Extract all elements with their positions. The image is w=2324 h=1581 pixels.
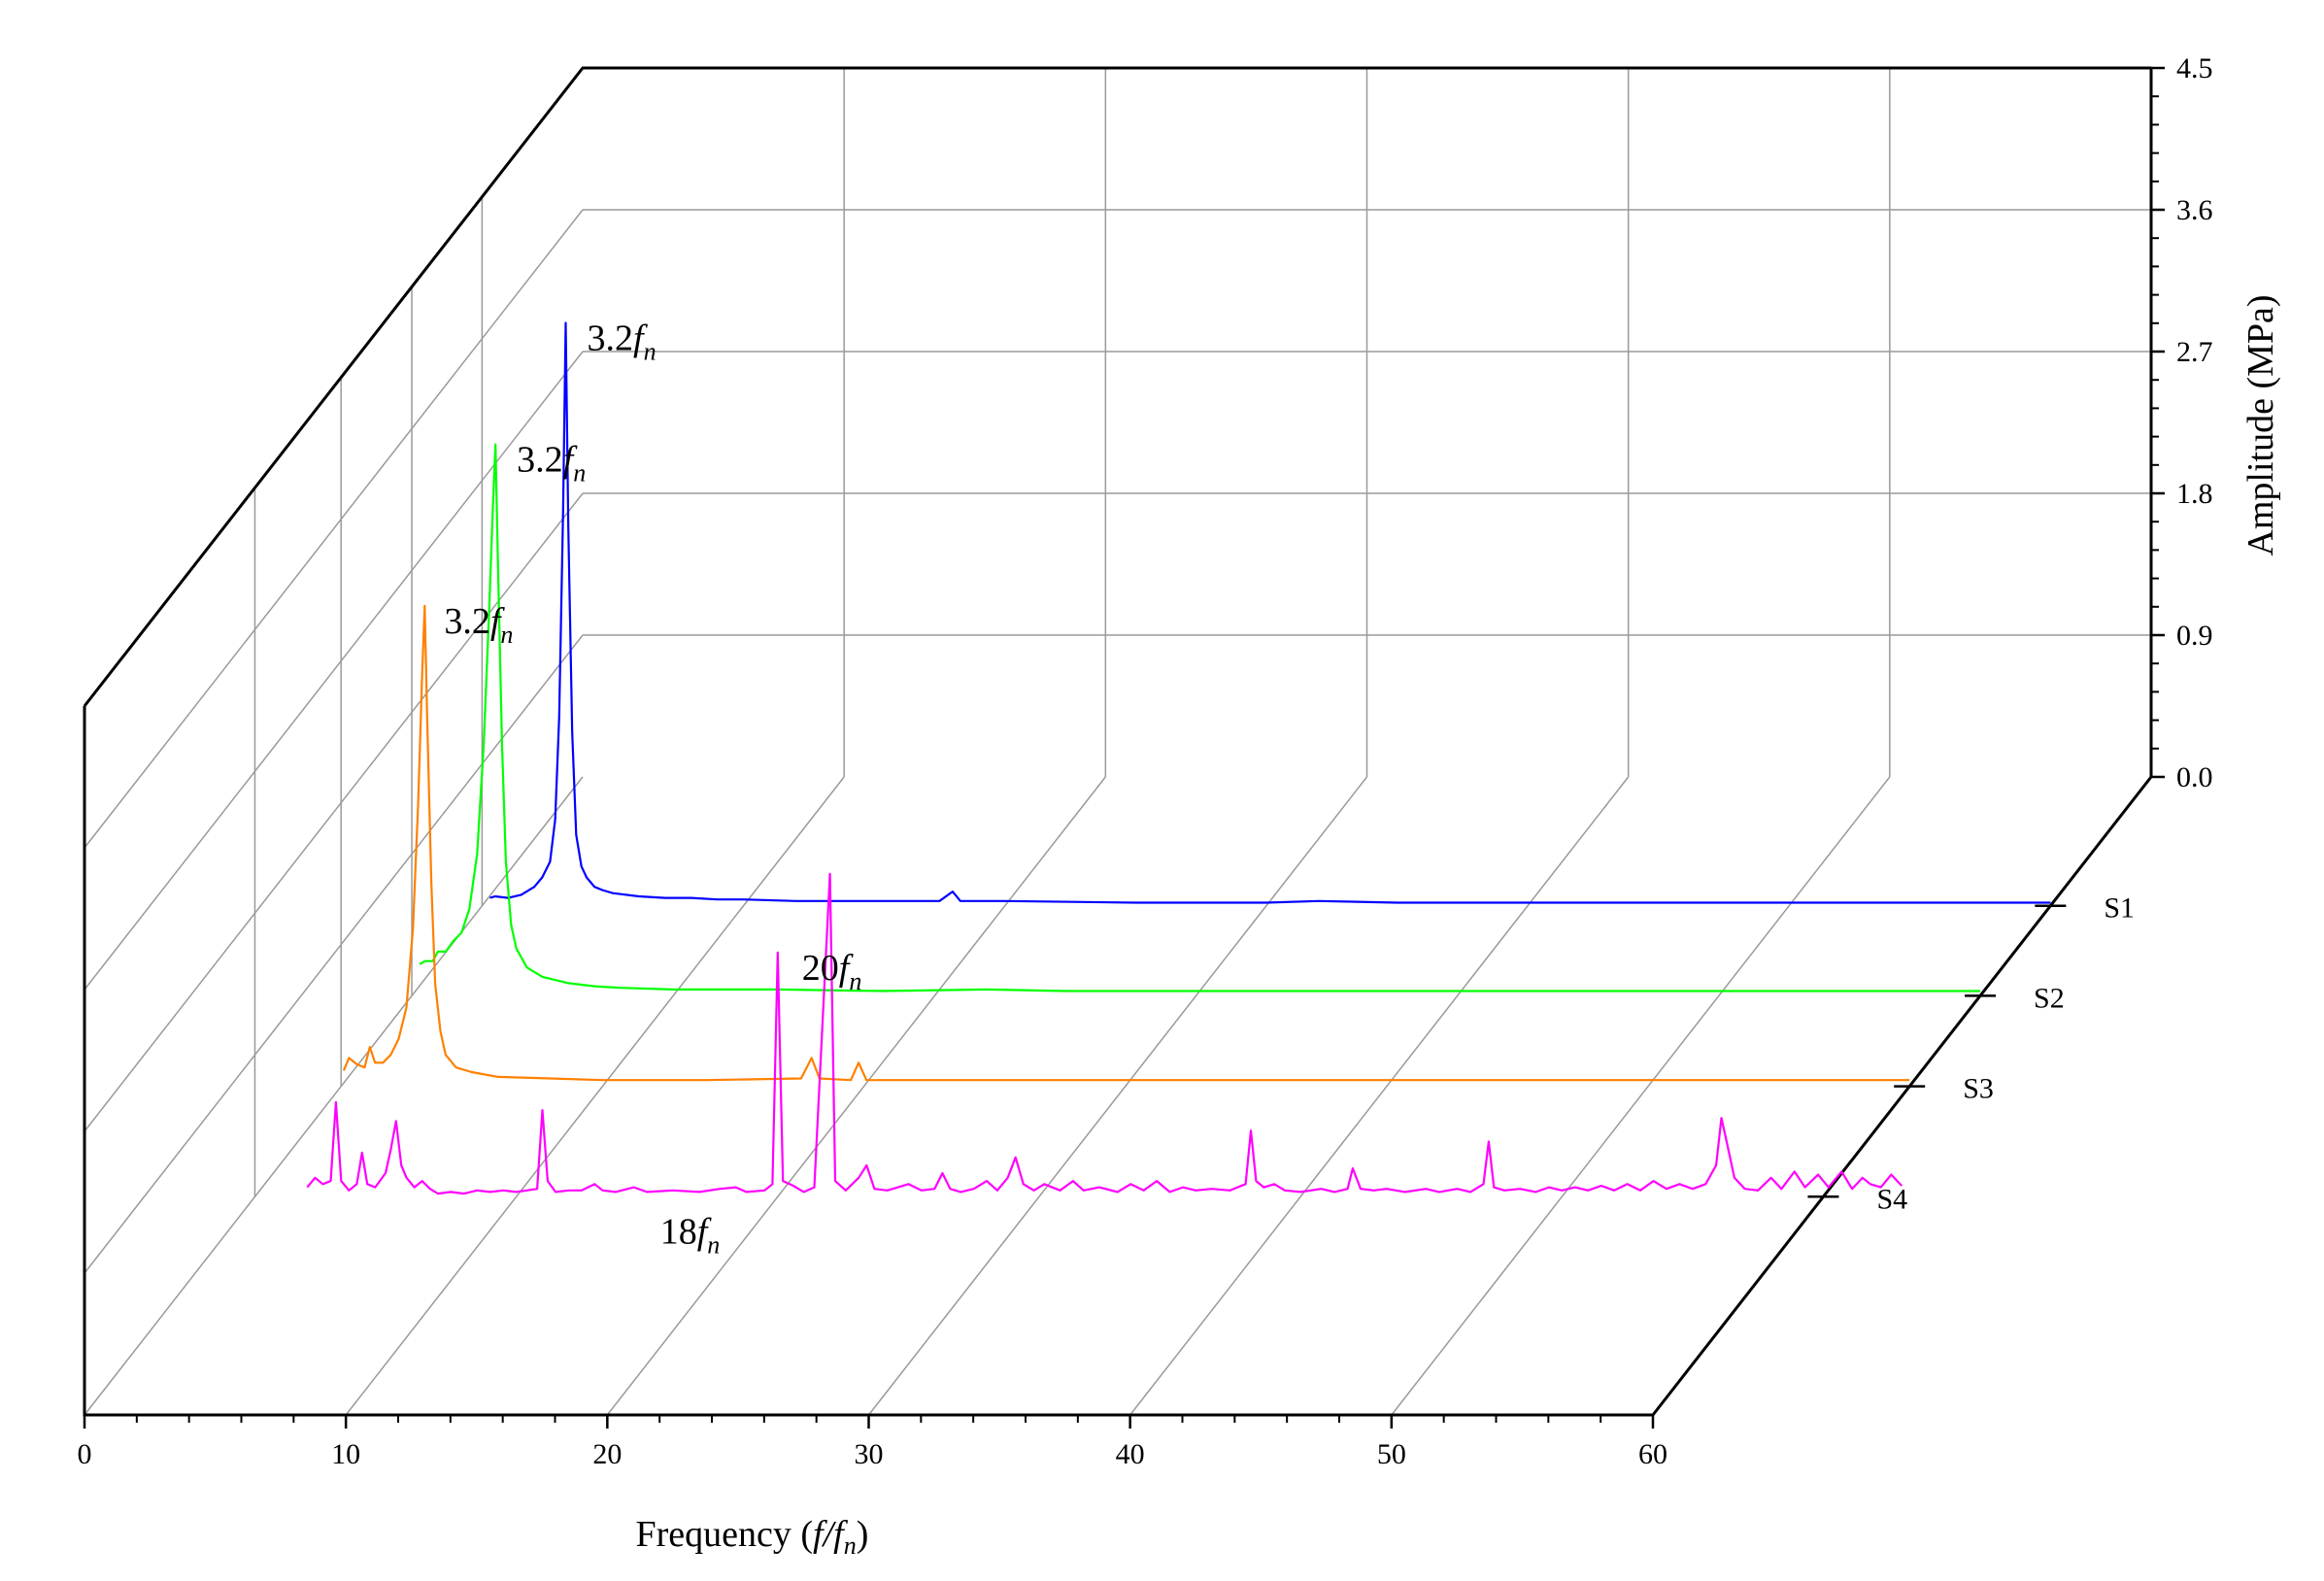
x-tick-label: 60 — [1638, 1438, 1667, 1470]
side-wall-grid-line — [84, 492, 584, 1132]
peak-annotation: 18fn — [660, 1212, 721, 1260]
peak-annotations: 3.2fn 3.2fn 3.2fn 18fn 20fn — [444, 318, 861, 1259]
axis-ticks — [83, 66, 2165, 1429]
z-tick-label: 3.6 — [2176, 194, 2213, 226]
series-lines — [306, 321, 2051, 1195]
floor-grid-line — [606, 776, 1106, 1416]
row-label-s4: S4 — [1876, 1183, 1907, 1215]
x-tick-label: 20 — [592, 1438, 622, 1470]
series-line-s2 — [419, 443, 1980, 992]
floor-grid-line — [84, 776, 584, 1416]
x-tick-label: 40 — [1116, 1438, 1145, 1470]
floor-grid-line — [867, 776, 1368, 1416]
peak-annotation: 3.2fn — [588, 318, 657, 365]
axis-labels: 0 10 20 30 40 50 60 0.0 0.9 1.8 2.7 3.6 4.5 S1 S2 S3 S4 F… — [78, 52, 2282, 1560]
row-label-s2: S2 — [2034, 982, 2065, 1014]
series-line-s3 — [342, 604, 1910, 1082]
z-tick-label: 1.8 — [2176, 478, 2213, 510]
side-wall-grid-line — [84, 351, 584, 991]
side-wall-grid-line — [84, 209, 584, 849]
z-tick-label: 2.7 — [2176, 336, 2213, 368]
x-tick-label: 0 — [78, 1438, 92, 1470]
x-axis-title: Frequency (f/fn) — [636, 1514, 869, 1560]
x-tick-label: 30 — [855, 1438, 884, 1470]
x-tick-label: 10 — [331, 1438, 360, 1470]
z-tick-label: 4.5 — [2176, 52, 2213, 84]
side-wall-grid-line — [84, 634, 584, 1274]
top-axis-frame — [83, 66, 2151, 707]
series-line-s4 — [306, 872, 1903, 1195]
front-axis-frame — [83, 706, 1653, 1417]
z-tick-label: 0.9 — [2176, 620, 2213, 652]
row-label-s3: S3 — [1963, 1073, 1994, 1105]
peak-annotation: 20fn — [802, 948, 862, 995]
floor-grid-line — [1391, 776, 1891, 1416]
peak-annotation: 3.2fn — [517, 440, 586, 488]
peak-annotation: 3.2fn — [444, 601, 513, 649]
x-tick-label: 50 — [1377, 1438, 1406, 1470]
series-line-s1 — [489, 321, 2051, 904]
floor-grid-line — [345, 776, 845, 1416]
floor-grid-line — [1129, 776, 1630, 1416]
z-tick-label: 0.0 — [2176, 761, 2213, 793]
grid-lines — [84, 67, 2152, 1416]
axis-frame — [83, 66, 2153, 1417]
z-axis-title: Amplitude (MPa) — [2240, 294, 2281, 555]
row-label-s1: S1 — [2104, 892, 2135, 925]
